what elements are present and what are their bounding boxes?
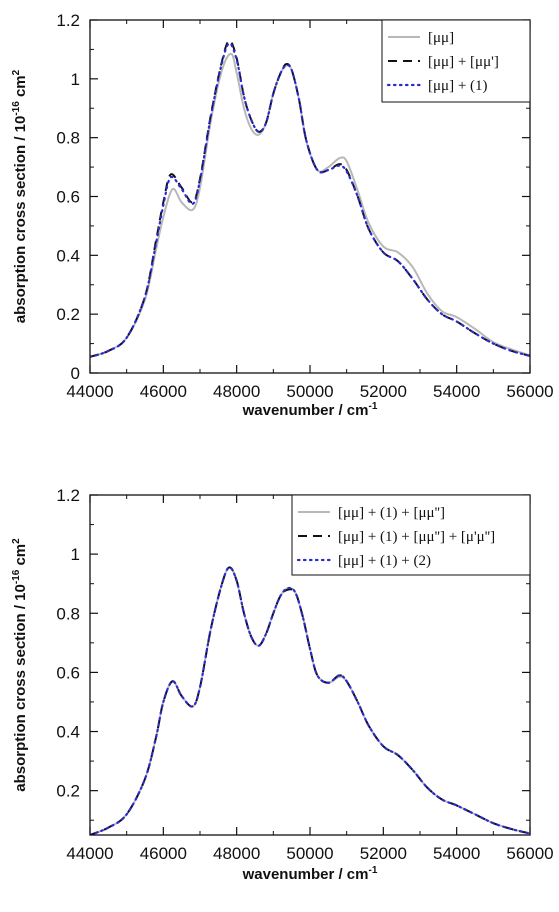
- legend-label-2: [μμ] + (1) + [μμ''] + [μ'μ'']: [338, 529, 495, 545]
- y-axis-title-sup: -16: [11, 101, 22, 116]
- legend-label-1: [μμ]: [428, 30, 454, 46]
- x-tick-label: 56000: [506, 382, 553, 401]
- y-tick-label: 0.2: [56, 782, 80, 801]
- y-tick-label: 0.2: [56, 305, 80, 324]
- x-axis-title: wavenumber / cm-1: [242, 865, 378, 883]
- legend-label-2: [μμ] + [μμ']: [428, 54, 499, 70]
- y-tick-label: 1: [71, 545, 80, 564]
- y-axis-title-unit-sup: 2: [11, 538, 22, 544]
- series-lines: [90, 566, 530, 835]
- series-line-2: [90, 566, 530, 835]
- x-axis-title-text: wavenumber / cm: [242, 402, 369, 419]
- y-tick-label: 1.2: [56, 486, 80, 505]
- x-axis-title-text: wavenumber / cm: [242, 866, 369, 883]
- y-tick-label: 0.6: [56, 663, 80, 682]
- x-tick-label: 50000: [286, 382, 333, 401]
- y-tick-label: 0.4: [56, 723, 80, 742]
- x-axis-title: wavenumber / cm-1: [242, 401, 378, 419]
- y-tick-label: 1: [71, 70, 80, 89]
- y-axis-title-unit: cm: [12, 75, 29, 101]
- y-tick-label: 0.6: [56, 188, 80, 207]
- y-axis-title: absorption cross section / 10-16 cm2: [11, 69, 29, 323]
- chart-panel-2: 44000 46000 48000 50000 52000 54000 56000 0.2 0.…: [11, 486, 554, 883]
- legend-label-1: [μμ] + (1) + [μμ'']: [338, 505, 445, 521]
- x-tick-label: 46000: [140, 844, 187, 863]
- legend-label-3: [μμ] + (1) + (2): [338, 553, 431, 569]
- x-tick-label: 56000: [506, 844, 553, 863]
- x-tick-label: 54000: [433, 844, 480, 863]
- x-tick-label: 50000: [286, 844, 333, 863]
- x-axis-title-sup: -1: [368, 401, 377, 412]
- y-axis-title-unit-sup: 2: [11, 69, 22, 75]
- series-line-1: [90, 566, 530, 835]
- series-line-3: [90, 42, 530, 358]
- y-axis-title: absorption cross section / 10-16 cm2: [11, 538, 29, 792]
- x-tick-label: 46000: [140, 382, 187, 401]
- legend: [μμ] + (1) + [μμ''] [μμ] + (1) + [μμ''] +…: [291, 494, 531, 576]
- y-axis-title-text: absorption cross section / 10: [12, 116, 29, 324]
- x-tick-label: 44000: [66, 382, 113, 401]
- x-axis-title-sup: -1: [368, 865, 377, 876]
- x-tick-label: 44000: [66, 844, 113, 863]
- y-tick-label: 0: [71, 364, 80, 383]
- y-axis-title-unit: cm: [12, 544, 29, 570]
- legend-box: [291, 494, 531, 576]
- x-tick-label: 52000: [360, 844, 407, 863]
- x-tick-label: 52000: [360, 382, 407, 401]
- chart-panel-1: 44000 46000 48000 50000 52000 54000 56000 0 0.2 0…: [11, 11, 554, 419]
- series-lines: [90, 39, 530, 358]
- y-tick-label: 0.4: [56, 246, 80, 265]
- x-tick-label: 48000: [213, 382, 260, 401]
- series-line-3: [90, 566, 530, 835]
- y-axis-title-sup: -16: [11, 569, 22, 584]
- legend-label-3: [μμ] + (1): [428, 78, 488, 94]
- y-tick-label: 0.8: [56, 604, 80, 623]
- y-tick-label: 1.2: [56, 11, 80, 30]
- x-tick-label: 54000: [433, 382, 480, 401]
- y-tick-label: 0.8: [56, 129, 80, 148]
- x-tick-label: 48000: [213, 844, 260, 863]
- legend: [μμ] [μμ] + [μμ'] [μμ] + (1): [381, 19, 531, 103]
- y-axis-title-text: absorption cross section / 10: [12, 584, 29, 792]
